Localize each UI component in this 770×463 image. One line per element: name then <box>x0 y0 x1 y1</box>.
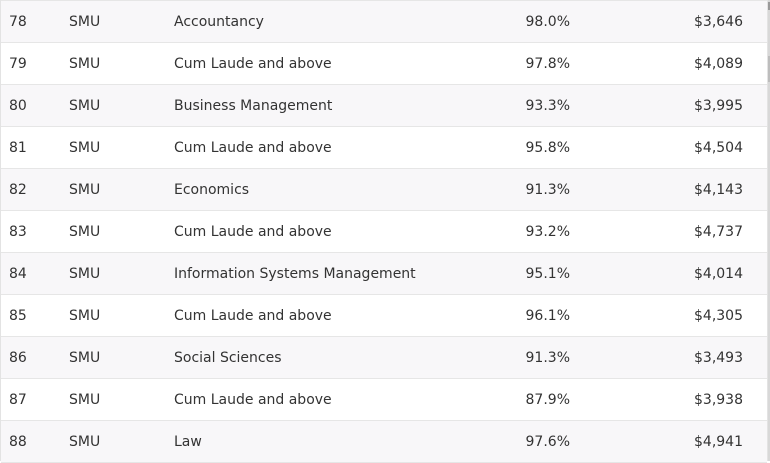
university-cell: SMU <box>69 391 101 408</box>
table-row: 87 SMU Cum Laude and above 87.9% $3,938 <box>1 379 767 421</box>
university-cell: SMU <box>69 307 101 324</box>
employment-rate-cell: 93.3% <box>525 97 570 114</box>
employment-rate-cell: 95.8% <box>525 139 570 156</box>
rank-cell: 85 <box>9 307 27 324</box>
course-cell: Law <box>174 433 202 450</box>
employment-rate-cell: 96.1% <box>525 307 570 324</box>
table-row: 81 SMU Cum Laude and above 95.8% $4,504 <box>1 127 767 169</box>
table-row: 83 SMU Cum Laude and above 93.2% $4,737 <box>1 211 767 253</box>
salary-cell: $3,995 <box>694 97 743 114</box>
employment-rate-cell: 97.6% <box>525 433 570 450</box>
rank-cell: 81 <box>9 139 27 156</box>
employment-rate-cell: 91.3% <box>525 349 570 366</box>
scrollbar-track[interactable] <box>768 0 770 461</box>
table-row: 78 SMU Accountancy 98.0% $3,646 <box>1 0 767 43</box>
employment-rate-cell: 91.3% <box>525 181 570 198</box>
salary-cell: $4,504 <box>694 139 743 156</box>
salary-cell: $4,014 <box>694 265 743 282</box>
university-cell: SMU <box>69 55 101 72</box>
course-cell: Cum Laude and above <box>174 307 332 324</box>
university-cell: SMU <box>69 97 101 114</box>
employment-rate-cell: 93.2% <box>525 223 570 240</box>
university-cell: SMU <box>69 349 101 366</box>
employment-rate-cell: 95.1% <box>525 265 570 282</box>
scrollbar-thumb[interactable] <box>768 56 770 82</box>
course-cell: Business Management <box>174 97 333 114</box>
rank-cell: 78 <box>9 13 27 30</box>
rank-cell: 79 <box>9 55 27 72</box>
course-cell: Accountancy <box>174 13 264 30</box>
salary-cell: $4,143 <box>694 181 743 198</box>
salary-cell: $4,089 <box>694 55 743 72</box>
rank-cell: 87 <box>9 391 27 408</box>
table-row: 86 SMU Social Sciences 91.3% $3,493 <box>1 337 767 379</box>
table-row: 88 SMU Law 97.6% $4,941 <box>1 421 767 463</box>
university-cell: SMU <box>69 181 101 198</box>
university-cell: SMU <box>69 223 101 240</box>
table-row: 80 SMU Business Management 93.3% $3,995 <box>1 85 767 127</box>
table-row: 85 SMU Cum Laude and above 96.1% $4,305 <box>1 295 767 337</box>
table-row: 84 SMU Information Systems Management 95… <box>1 253 767 295</box>
salary-cell: $3,938 <box>694 391 743 408</box>
table-row: 82 SMU Economics 91.3% $4,143 <box>1 169 767 211</box>
course-cell: Information Systems Management <box>174 265 416 282</box>
course-cell: Cum Laude and above <box>174 55 332 72</box>
course-cell: Cum Laude and above <box>174 139 332 156</box>
employment-rate-cell: 97.8% <box>525 55 570 72</box>
salary-cell: $3,493 <box>694 349 743 366</box>
university-cell: SMU <box>69 433 101 450</box>
rank-cell: 82 <box>9 181 27 198</box>
rank-cell: 80 <box>9 97 27 114</box>
salary-cell: $3,646 <box>694 13 743 30</box>
salary-cell: $4,305 <box>694 307 743 324</box>
course-cell: Cum Laude and above <box>174 223 332 240</box>
university-cell: SMU <box>69 13 101 30</box>
course-cell: Social Sciences <box>174 349 282 366</box>
salary-cell: $4,941 <box>694 433 743 450</box>
course-cell: Cum Laude and above <box>174 391 332 408</box>
salary-cell: $4,737 <box>694 223 743 240</box>
university-cell: SMU <box>69 265 101 282</box>
employment-rate-cell: 98.0% <box>525 13 570 30</box>
table-row: 79 SMU Cum Laude and above 97.8% $4,089 <box>1 43 767 85</box>
course-cell: Economics <box>174 181 250 198</box>
university-cell: SMU <box>69 139 101 156</box>
scrollbar-arrow-icon[interactable] <box>768 2 770 10</box>
rank-cell: 83 <box>9 223 27 240</box>
rank-cell: 88 <box>9 433 27 450</box>
rank-cell: 86 <box>9 349 27 366</box>
rank-cell: 84 <box>9 265 27 282</box>
employment-rate-cell: 87.9% <box>525 391 570 408</box>
